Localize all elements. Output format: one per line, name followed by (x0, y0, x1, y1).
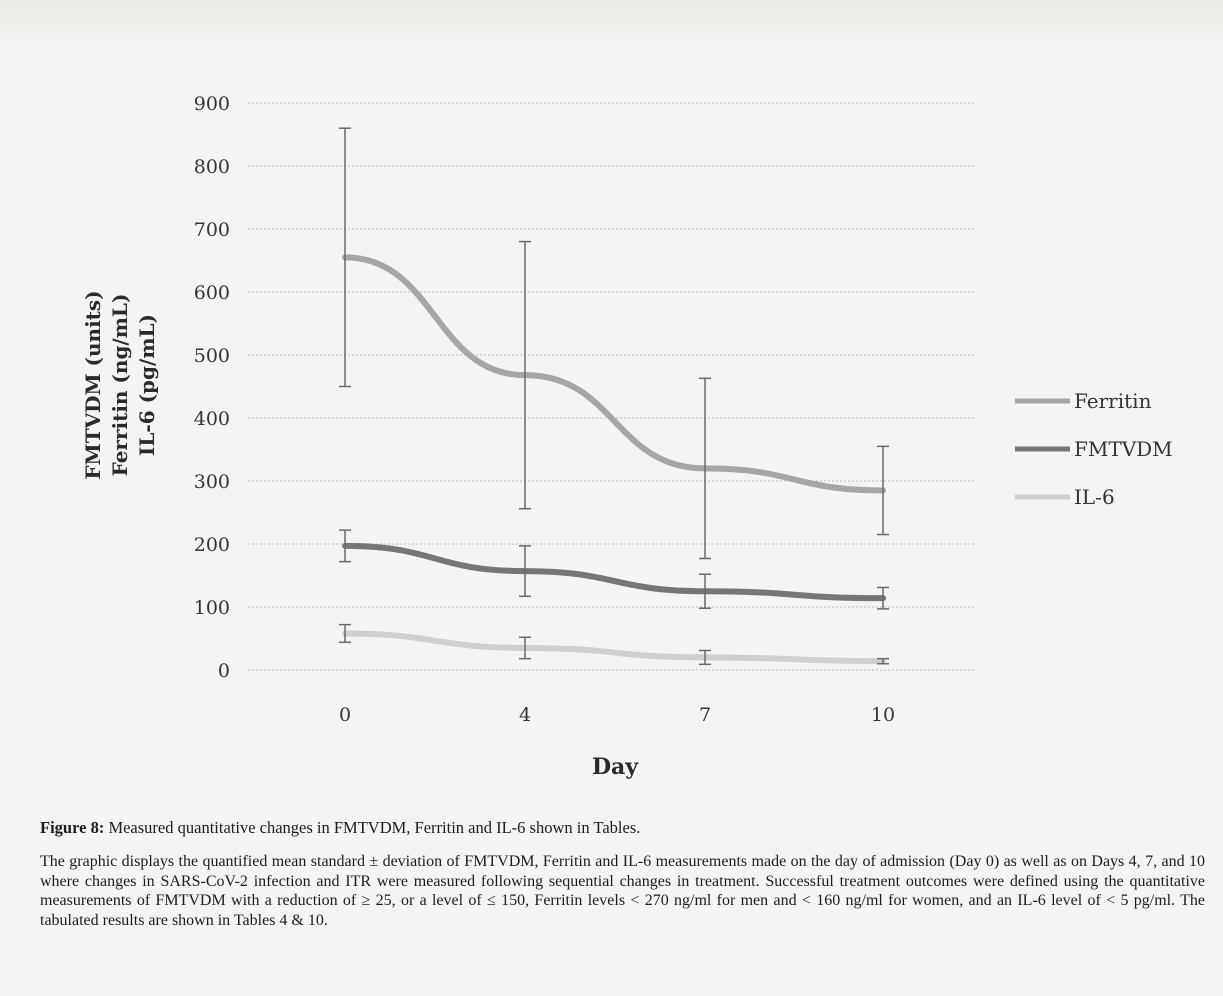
y-tick-label: 0 (218, 660, 230, 682)
series-line-il-6 (342, 630, 886, 665)
page-background-band (0, 0, 1223, 50)
legend-label-ferritin: Ferritin (1074, 389, 1152, 413)
y-axis-label-line: FMTVDM (units) (81, 290, 105, 479)
y-tick-label: 800 (194, 156, 230, 178)
legend-label-fmtvdm: FMTVDM (1074, 437, 1173, 461)
y-tick-label: 600 (194, 282, 230, 304)
gridlines (248, 102, 975, 671)
y-axis-label-line: IL-6 (pg/mL) (135, 314, 159, 456)
x-axis-label: Day (592, 754, 639, 780)
series-line-fmtvdm (342, 542, 886, 602)
y-tick-labels: 0 100 200 300 400 500 600 700 800 900 (194, 93, 230, 682)
figure-label: Figure 8: (40, 818, 105, 837)
figure-title: Measured quantitative changes in FMTVDM,… (108, 818, 641, 837)
y-axis-label: FMTVDM (units) Ferritin (ng/mL) IL-6 (pg/m… (81, 290, 159, 479)
x-tick-label: 10 (871, 704, 895, 726)
x-tick-label: 7 (699, 704, 711, 726)
figure-caption-body: The graphic displays the quantified mean… (40, 853, 1205, 929)
error-bars (339, 127, 889, 666)
figure-caption-title: Figure 8: Measured quantitative changes … (40, 818, 1205, 838)
y-tick-label: 900 (194, 93, 230, 115)
y-axis-label-line: Ferritin (ng/mL) (108, 294, 132, 477)
legend-label-il-6: IL-6 (1074, 485, 1115, 509)
x-tick-label: 0 (339, 704, 351, 726)
y-tick-label: 300 (194, 471, 230, 493)
y-tick-label: 200 (194, 534, 230, 556)
x-tick-labels: 0 4 7 10 (339, 704, 895, 726)
y-tick-label: 500 (194, 345, 230, 367)
legend: Ferritin FMTVDM IL-6 (1015, 389, 1173, 509)
y-tick-label: 700 (194, 219, 230, 241)
y-tick-label: 100 (194, 597, 230, 619)
series-line-ferritin (342, 254, 886, 494)
y-tick-label: 400 (194, 408, 230, 430)
line-chart: 0 100 200 300 400 500 600 700 800 900 0 4 7 10 Ferri… (81, 93, 1173, 780)
x-tick-label: 4 (519, 704, 531, 726)
series-lines (342, 254, 886, 665)
